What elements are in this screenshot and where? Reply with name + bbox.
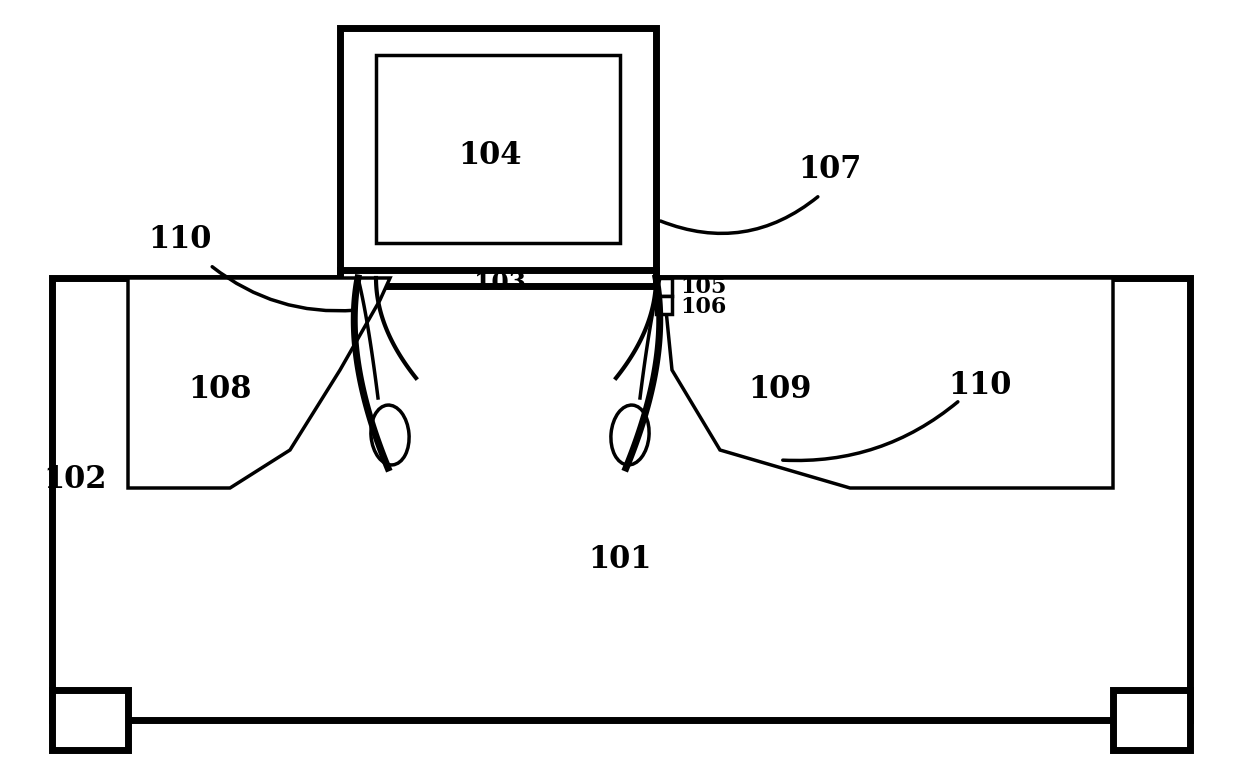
Ellipse shape xyxy=(371,405,409,465)
PathPatch shape xyxy=(128,278,391,488)
Text: 102: 102 xyxy=(43,465,107,496)
Bar xyxy=(340,28,656,278)
Text: 101: 101 xyxy=(588,545,652,576)
Bar xyxy=(1114,690,1190,750)
Text: 105: 105 xyxy=(680,276,727,298)
Bar xyxy=(639,28,656,272)
Text: 103: 103 xyxy=(474,271,526,295)
Bar xyxy=(656,278,672,296)
Text: 110: 110 xyxy=(149,224,212,255)
Text: 110: 110 xyxy=(949,369,1012,400)
Bar xyxy=(358,28,376,272)
Bar xyxy=(340,270,656,286)
Bar xyxy=(656,296,672,314)
PathPatch shape xyxy=(660,278,1114,488)
Bar xyxy=(52,278,1190,720)
Ellipse shape xyxy=(611,405,649,465)
Bar xyxy=(376,28,639,272)
Text: 108: 108 xyxy=(188,375,252,406)
Bar xyxy=(376,55,620,243)
Text: 104: 104 xyxy=(459,140,522,171)
Text: 109: 109 xyxy=(748,375,812,406)
Bar xyxy=(52,690,128,750)
Text: 107: 107 xyxy=(799,154,862,185)
Text: 106: 106 xyxy=(680,296,727,318)
